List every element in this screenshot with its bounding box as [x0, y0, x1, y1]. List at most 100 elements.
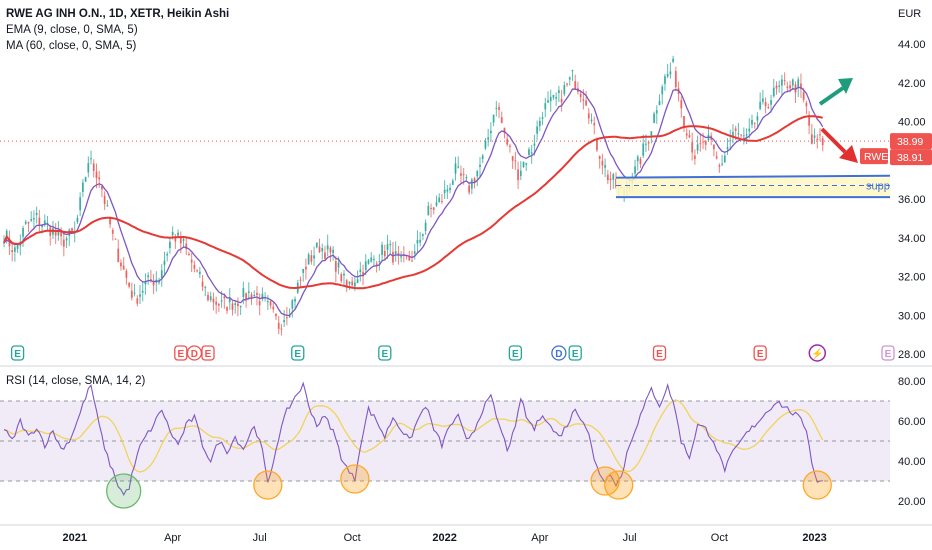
candle-body[interactable] — [764, 101, 767, 107]
candle-body[interactable] — [217, 304, 220, 306]
candle-body[interactable] — [783, 80, 786, 82]
candle-body[interactable] — [3, 242, 5, 244]
candle-body[interactable] — [408, 256, 411, 261]
candle-body[interactable] — [256, 292, 258, 296]
candle-body[interactable] — [313, 255, 315, 259]
candle-body[interactable] — [753, 122, 756, 124]
candle-body[interactable] — [392, 251, 394, 263]
candle-body[interactable] — [612, 174, 615, 180]
candle-body[interactable] — [228, 297, 231, 303]
candle-body[interactable] — [24, 221, 27, 224]
rsi-highlight-circle[interactable] — [802, 470, 832, 500]
candle-body[interactable] — [111, 229, 114, 234]
candle-body[interactable] — [130, 290, 133, 298]
candle-body[interactable] — [125, 270, 128, 278]
candle-body[interactable] — [62, 239, 65, 247]
candle-body[interactable] — [54, 230, 57, 236]
candle-body[interactable] — [324, 252, 326, 259]
candle-body[interactable] — [454, 163, 457, 174]
candle-body[interactable] — [748, 128, 751, 132]
candle-body[interactable] — [375, 263, 378, 265]
candle-body[interactable] — [596, 138, 598, 151]
candle-body[interactable] — [536, 126, 539, 134]
candle-body[interactable] — [321, 248, 324, 252]
candle-body[interactable] — [98, 177, 101, 180]
candle-body[interactable] — [198, 271, 201, 275]
candle-body[interactable] — [152, 281, 155, 286]
candle-body[interactable] — [487, 137, 490, 140]
candle-body[interactable] — [120, 262, 122, 267]
candle-body[interactable] — [90, 158, 92, 160]
candle-body[interactable] — [514, 160, 517, 162]
candle-body[interactable] — [560, 98, 563, 103]
candle-body[interactable] — [816, 138, 819, 140]
candle-body[interactable] — [411, 260, 413, 262]
candle-body[interactable] — [394, 251, 397, 255]
candle-body[interactable] — [650, 131, 653, 136]
candle-body[interactable] — [672, 58, 675, 63]
candle-body[interactable] — [57, 230, 60, 236]
rsi-line[interactable] — [3, 381, 823, 496]
candle-body[interactable] — [188, 253, 190, 255]
candle-body[interactable] — [517, 169, 519, 181]
candle-body[interactable] — [541, 117, 544, 119]
candle-body[interactable] — [419, 239, 422, 243]
candle-body[interactable] — [566, 83, 568, 85]
candle-body[interactable] — [460, 173, 462, 176]
candle-body[interactable] — [778, 85, 781, 87]
candle-body[interactable] — [334, 261, 337, 272]
candle-body[interactable] — [179, 237, 182, 244]
candle-body[interactable] — [207, 294, 209, 301]
candle-body[interactable] — [655, 110, 658, 114]
candle-body[interactable] — [606, 174, 609, 181]
candle-body[interactable] — [470, 179, 473, 189]
candle-body[interactable] — [751, 119, 753, 125]
earnings-marker[interactable] — [10, 345, 25, 361]
candle-body[interactable] — [318, 246, 321, 253]
candle-body[interactable] — [800, 83, 802, 90]
candle-body[interactable] — [144, 281, 147, 285]
candle-body[interactable] — [593, 123, 596, 126]
candle-body[interactable] — [511, 156, 514, 161]
ema-line[interactable] — [3, 86, 824, 317]
candle-body[interactable] — [8, 240, 11, 247]
candle-body[interactable] — [430, 207, 432, 209]
candle-body[interactable] — [329, 247, 332, 253]
ema-legend[interactable]: EMA (9, close, 0, SMA, 5) — [6, 24, 138, 36]
candle-body[interactable] — [726, 147, 729, 150]
candle-body[interactable] — [209, 296, 212, 300]
candle-body[interactable] — [634, 166, 636, 174]
candle-body[interactable] — [500, 117, 503, 124]
candle-body[interactable] — [598, 156, 601, 159]
candle-body[interactable] — [658, 100, 661, 106]
candle-body[interactable] — [476, 171, 479, 177]
candle-body[interactable] — [781, 79, 783, 86]
candle-body[interactable] — [345, 280, 348, 287]
candle-body[interactable] — [571, 69, 574, 72]
candle-body[interactable] — [400, 256, 403, 258]
candle-body[interactable] — [190, 259, 193, 263]
candle-body[interactable] — [326, 245, 329, 250]
candle-body[interactable] — [60, 231, 63, 237]
candle-body[interactable] — [196, 270, 199, 272]
candle-body[interactable] — [745, 134, 748, 136]
candle-body[interactable] — [645, 143, 647, 145]
candle-body[interactable] — [177, 232, 179, 236]
candle-body[interactable] — [215, 301, 218, 305]
candle-body[interactable] — [122, 265, 125, 270]
candle-body[interactable] — [479, 164, 481, 167]
candle-body[interactable] — [786, 86, 789, 88]
rsi-legend[interactable]: RSI (14, close, SMA, 14, 2) — [6, 375, 146, 387]
candle-body[interactable] — [16, 244, 19, 249]
candle-body[interactable] — [742, 135, 745, 137]
candle-body[interactable] — [699, 143, 702, 145]
candle-body[interactable] — [528, 149, 530, 156]
earnings-marker[interactable] — [378, 345, 392, 361]
candle-body[interactable] — [383, 251, 386, 257]
candle-body[interactable] — [169, 241, 171, 249]
candle-body[interactable] — [106, 205, 109, 207]
candle-body[interactable] — [22, 228, 24, 237]
candle-body[interactable] — [674, 71, 677, 88]
candle-body[interactable] — [449, 187, 451, 190]
candle-body[interactable] — [544, 103, 547, 110]
